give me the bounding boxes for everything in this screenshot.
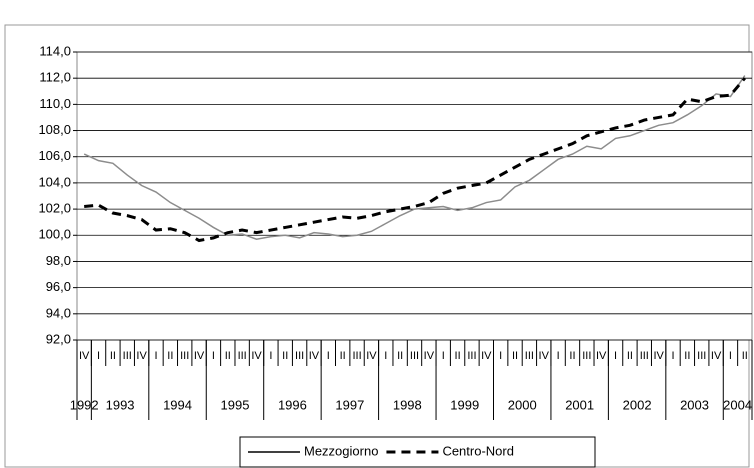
- y-tick-label: 92,0: [46, 331, 71, 346]
- x-tick-label: IV: [79, 350, 90, 362]
- year-label: 2001: [565, 397, 594, 412]
- x-tick-label: I: [729, 350, 732, 362]
- x-tick-label: III: [123, 350, 132, 362]
- x-tick-label: II: [282, 350, 288, 362]
- x-tick-label: I: [442, 350, 445, 362]
- x-tick-label: I: [327, 350, 330, 362]
- x-tick-label: I: [154, 350, 157, 362]
- x-tick-label: II: [512, 350, 518, 362]
- year-label: 1998: [393, 397, 422, 412]
- y-tick-label: 110,0: [39, 96, 71, 111]
- x-tick-label: III: [582, 350, 591, 362]
- x-tick-label: III: [640, 350, 649, 362]
- x-tick-label: III: [467, 350, 476, 362]
- x-tick-label: II: [340, 350, 346, 362]
- y-tick-label: 96,0: [46, 279, 71, 294]
- x-tick-label: IV: [251, 350, 262, 362]
- x-tick-label: I: [499, 350, 502, 362]
- x-tick-label: III: [410, 350, 419, 362]
- x-tick-label: I: [97, 350, 100, 362]
- y-tick-label: 108,0: [38, 122, 71, 137]
- x-tick-label: IV: [653, 350, 664, 362]
- x-tick-label: III: [352, 350, 361, 362]
- y-tick-label: 102,0: [38, 201, 71, 216]
- x-tick-label: II: [684, 350, 690, 362]
- x-tick-label: II: [167, 350, 173, 362]
- year-label: 2000: [508, 397, 537, 412]
- year-label: 1997: [335, 397, 364, 412]
- year-label: 1992: [70, 397, 99, 412]
- x-tick-label: I: [614, 350, 617, 362]
- legend-label: Mezzogiorno: [304, 443, 378, 458]
- year-label: 1996: [278, 397, 307, 412]
- year-label: 1995: [221, 397, 250, 412]
- y-tick-label: 100,0: [38, 227, 71, 242]
- x-tick-label: I: [212, 350, 215, 362]
- x-tick-label: II: [397, 350, 403, 362]
- x-tick-label: III: [180, 350, 189, 362]
- x-tick-label: I: [269, 350, 272, 362]
- x-tick-label: II: [110, 350, 116, 362]
- year-label: 1993: [106, 397, 135, 412]
- x-tick-label: IV: [711, 350, 722, 362]
- year-label: 1994: [163, 397, 192, 412]
- x-tick-label: III: [697, 350, 706, 362]
- x-tick-label: II: [455, 350, 461, 362]
- x-tick-label: I: [384, 350, 387, 362]
- x-tick-label: II: [569, 350, 575, 362]
- x-tick-label: IV: [539, 350, 550, 362]
- y-tick-label: 114,0: [39, 43, 71, 58]
- x-tick-label: II: [627, 350, 633, 362]
- year-label: 2003: [680, 397, 709, 412]
- x-tick-label: IV: [194, 350, 205, 362]
- x-tick-label: III: [295, 350, 304, 362]
- y-tick-label: 106,0: [38, 148, 71, 163]
- series-line: [83, 75, 746, 240]
- x-tick-label: IV: [424, 350, 435, 362]
- x-tick-label: III: [238, 350, 247, 362]
- x-tick-label: IV: [366, 350, 377, 362]
- year-label: 1999: [450, 397, 479, 412]
- legend-label: Centro-Nord: [442, 443, 514, 458]
- x-tick-label: IV: [309, 350, 320, 362]
- y-tick-label: 104,0: [38, 174, 71, 189]
- x-tick-label: II: [742, 350, 748, 362]
- y-tick-label: 94,0: [46, 305, 71, 320]
- plot-area: [76, 51, 753, 341]
- y-tick-label: 112,0: [39, 70, 71, 85]
- y-tick-label: 98,0: [46, 253, 71, 268]
- x-tick-label: IV: [596, 350, 607, 362]
- x-tick-label: I: [671, 350, 674, 362]
- year-label: 2004: [723, 397, 752, 412]
- x-tick-label: I: [557, 350, 560, 362]
- x-tick-label: II: [225, 350, 231, 362]
- year-label: 2002: [623, 397, 652, 412]
- x-tick-label: III: [525, 350, 534, 362]
- x-tick-label: IV: [481, 350, 492, 362]
- x-tick-label: IV: [136, 350, 147, 362]
